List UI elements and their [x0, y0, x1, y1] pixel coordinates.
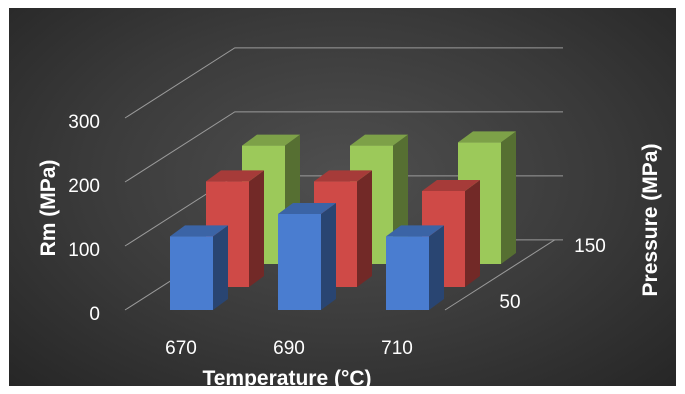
z-tick-50: 50: [499, 292, 520, 313]
bar-front: [170, 236, 213, 310]
y-tick-0: 0: [89, 304, 100, 325]
bar-side: [465, 180, 480, 287]
bar-top: [170, 225, 228, 237]
x-axis-title: Temperature (°C): [202, 367, 371, 390]
x-tick-670: 670: [165, 338, 197, 359]
x-tick-690: 690: [273, 338, 305, 359]
bars: [170, 131, 516, 310]
bar-top: [350, 134, 408, 146]
bar-front: [278, 214, 321, 310]
z-axis-title: Pressure (MPa): [639, 144, 662, 297]
y-axis-title: Rm (MPa): [37, 160, 60, 257]
bar-side: [357, 170, 372, 287]
gridline-300: [124, 47, 563, 119]
bar-top: [386, 225, 444, 237]
bar-top: [458, 131, 516, 143]
bar-r0-690: [278, 203, 336, 310]
bar-top: [206, 170, 264, 182]
bar-front: [386, 236, 429, 310]
y-tick-300: 300: [68, 112, 100, 133]
bar-side: [429, 225, 444, 310]
bar-top: [278, 203, 336, 214]
floor-edge: [444, 239, 556, 311]
y-tick-200: 200: [68, 176, 100, 197]
bar-top: [242, 134, 300, 146]
bar-side: [321, 203, 336, 310]
bar-top: [422, 180, 480, 191]
bar-side: [501, 131, 516, 264]
bar-r0-670: [170, 225, 228, 310]
bar-side: [213, 225, 228, 310]
bar-side: [249, 170, 264, 287]
z-tick-150: 150: [574, 236, 606, 257]
gridline-200: [124, 111, 563, 183]
bar-r0-710: [386, 225, 444, 310]
y-tick-100: 100: [68, 240, 100, 261]
bar-top: [314, 170, 372, 182]
x-tick-710: 710: [381, 338, 413, 359]
